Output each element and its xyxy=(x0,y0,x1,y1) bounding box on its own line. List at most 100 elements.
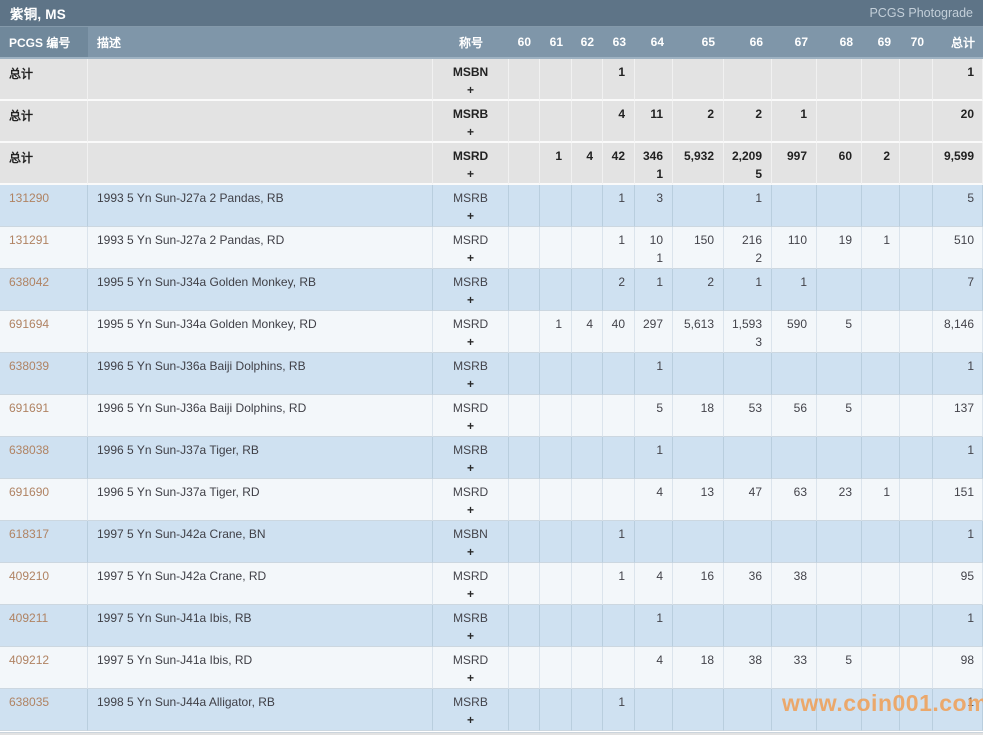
coin-description: 1996 5 Yn Sun-J37a Tiger, RB xyxy=(88,437,433,479)
grade-count: 1 xyxy=(618,65,625,79)
grade-66-cell: 36 xyxy=(724,563,772,605)
pcgs-number-link[interactable]: 691694 xyxy=(9,317,50,331)
grade-count: 5,613 xyxy=(683,317,714,331)
designation-label: MSRB xyxy=(453,611,488,625)
grade-67-cell: 997 xyxy=(772,143,817,185)
grade-66-cell xyxy=(724,353,772,395)
totals-row-label-cell: 总计 xyxy=(0,59,88,101)
pcgs-number-link[interactable]: 691691 xyxy=(9,401,50,415)
column-header-grade-70: 70 xyxy=(900,27,933,59)
grade-65-cell xyxy=(673,59,724,101)
coin-description: 1997 5 Yn Sun-J42a Crane, BN xyxy=(88,521,433,563)
grade-69-cell xyxy=(862,101,900,143)
pcgs-number-link[interactable]: 131290 xyxy=(9,191,50,205)
grade-67-cell: 1 xyxy=(772,101,817,143)
grade-60-cell xyxy=(509,521,540,563)
pcgs-number-link[interactable]: 638035 xyxy=(9,695,50,709)
pcgs-number-link[interactable]: 618317 xyxy=(9,527,50,541)
grade-60-cell xyxy=(509,563,540,605)
grade-68-cell: 60 xyxy=(817,143,862,185)
grade-62-cell: 4 xyxy=(572,311,603,353)
designation-cell: MSRD + xyxy=(433,563,509,605)
grade-70-cell xyxy=(900,395,933,437)
grade-70-cell xyxy=(900,227,933,269)
grade-count: 590 xyxy=(786,317,807,331)
grade-count: 4 xyxy=(656,569,663,583)
row-total-cell: 1 xyxy=(933,605,983,647)
grade-60-cell xyxy=(509,311,540,353)
row-total-cell: 1 xyxy=(933,59,983,101)
coin-description: 1995 5 Yn Sun-J34a Golden Monkey, RD xyxy=(88,311,433,353)
plus-grade-count: 2 xyxy=(755,251,762,265)
grade-66-cell xyxy=(724,59,772,101)
grade-70-cell xyxy=(900,59,933,101)
pcgs-number-link[interactable]: 691690 xyxy=(9,485,50,499)
pcgs-number-link[interactable]: 131291 xyxy=(9,233,50,247)
coin-description: 1998 5 Yn Sun-J44a Alligator, RB xyxy=(88,689,433,731)
grade-66-cell: 1,593 3 xyxy=(724,311,772,353)
coin-description xyxy=(88,143,433,185)
grade-70-cell xyxy=(900,101,933,143)
grade-66-cell: 53 xyxy=(724,395,772,437)
grade-65-cell xyxy=(673,689,724,731)
pcgs-number-link[interactable]: 638039 xyxy=(9,359,50,373)
grade-count: 53 xyxy=(748,401,762,415)
designation-cell: MSRD + xyxy=(433,311,509,353)
coin-description: 1997 5 Yn Sun-J42a Crane, RD xyxy=(88,563,433,605)
grade-63-cell: 1 xyxy=(603,185,635,227)
grade-count: 110 xyxy=(787,233,807,247)
grade-64-cell: 297 xyxy=(635,311,673,353)
grade-65-cell: 16 xyxy=(673,563,724,605)
plus-grade-count: 1 xyxy=(656,251,663,265)
grade-66-cell xyxy=(724,437,772,479)
pcgs-number-link[interactable]: 638038 xyxy=(9,443,50,457)
designation-cell: MSBN + xyxy=(433,59,509,101)
grade-69-cell xyxy=(862,185,900,227)
grade-61-cell xyxy=(540,521,572,563)
grade-63-cell: 1 xyxy=(603,521,635,563)
grade-62-cell xyxy=(572,437,603,479)
pcgs-number-link[interactable]: 409212 xyxy=(9,653,50,667)
grade-61-cell xyxy=(540,563,572,605)
plus-designation-label: + xyxy=(466,461,474,475)
grade-65-cell xyxy=(673,521,724,563)
grade-67-cell xyxy=(772,605,817,647)
designation-label: MSRB xyxy=(453,359,488,373)
plus-designation-label: + xyxy=(466,377,474,391)
plus-designation-label: + xyxy=(466,83,474,97)
grade-65-cell: 18 xyxy=(673,395,724,437)
pcgs-number-link[interactable]: 409211 xyxy=(9,611,49,625)
grade-68-cell: 5 xyxy=(817,311,862,353)
grade-count: 18 xyxy=(700,401,714,415)
grade-69-cell xyxy=(862,605,900,647)
row-total-cell: 1 xyxy=(933,689,983,731)
grade-62-cell xyxy=(572,185,603,227)
totals-row: 总计 MSRD +1 4 42 346 1 5,932 2,209 5 997 60 2 9,599 xyxy=(0,143,983,185)
grade-count: 5 xyxy=(656,401,663,415)
grade-count: 297 xyxy=(642,317,663,331)
designation-label: MSBN xyxy=(452,65,489,79)
row-total-cell: 8,146 xyxy=(933,311,983,353)
coin-description xyxy=(88,59,433,101)
grade-64-cell: 11 xyxy=(635,101,673,143)
designation-cell: MSRD + xyxy=(433,227,509,269)
designation-cell: MSRD + xyxy=(433,143,509,185)
photograde-link[interactable]: PCGS Photograde xyxy=(869,6,973,20)
grade-61-cell xyxy=(540,605,572,647)
grade-64-cell xyxy=(635,521,673,563)
row-total-cell: 95 xyxy=(933,563,983,605)
grade-67-cell: 63 xyxy=(772,479,817,521)
designation-label: MSBN xyxy=(453,527,488,541)
grade-61-cell xyxy=(540,101,572,143)
grade-68-cell: 5 xyxy=(817,647,862,689)
grade-62-cell xyxy=(572,353,603,395)
grade-64-cell xyxy=(635,59,673,101)
column-header-grade-68: 68 xyxy=(817,27,862,59)
pcgs-number-link[interactable]: 409210 xyxy=(9,569,50,583)
grade-68-cell xyxy=(817,521,862,563)
designation-cell: MSRD + xyxy=(433,647,509,689)
grade-61-cell xyxy=(540,395,572,437)
grade-count: 2 xyxy=(755,107,762,121)
grade-count: 2 xyxy=(618,275,625,289)
pcgs-number-link[interactable]: 638042 xyxy=(9,275,50,289)
